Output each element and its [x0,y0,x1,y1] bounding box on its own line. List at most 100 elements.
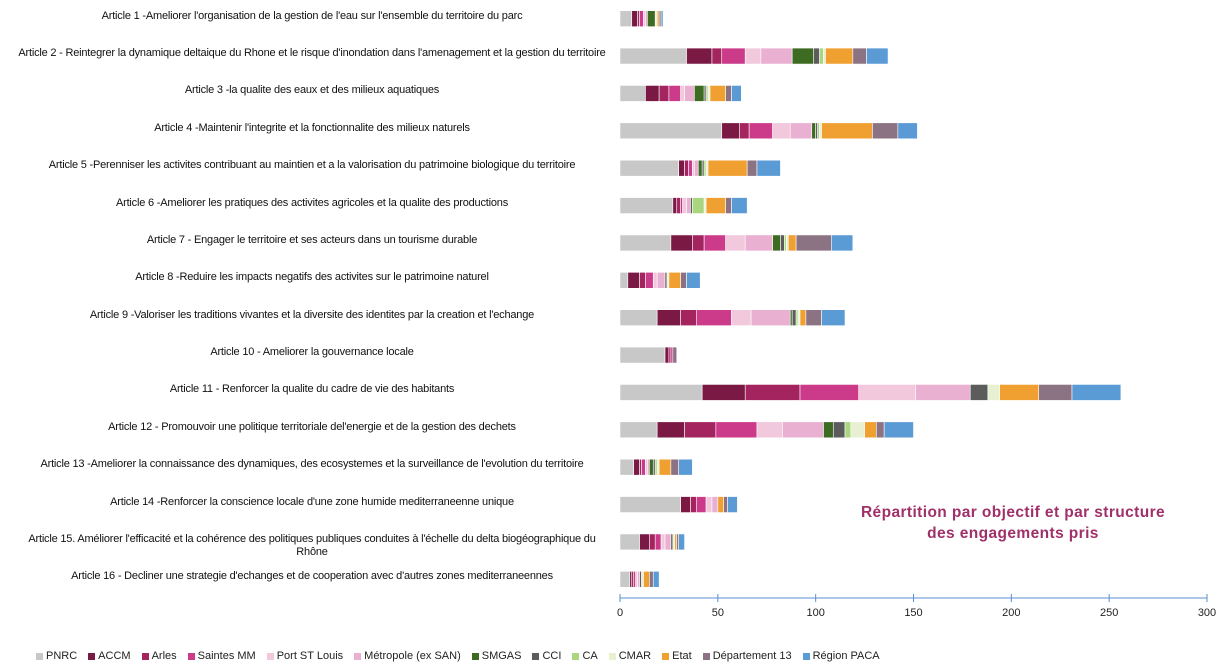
bar-segment [821,122,873,140]
bar-segment [676,197,681,214]
x-tick-label: 250 [1100,607,1118,619]
bar-segment [670,458,680,476]
bar-segment [658,458,672,476]
bar-segment [619,571,631,588]
bar-segment [821,309,846,326]
bar-segment [717,496,725,513]
bar-segment [664,346,670,364]
bar-segment [744,234,773,252]
category-label: Article 11 - Renforcer la qualite du cad… [169,383,455,396]
bar-segment [627,272,640,289]
bar-segment [727,496,738,513]
legend-swatch [532,652,540,660]
legend-item: Métropole (ex SAN) [354,650,461,662]
bar-segment [664,533,672,551]
bar-segment [694,85,705,102]
bar-segment [656,272,666,289]
bar-segment [1038,384,1073,401]
legend-item: CCI [532,650,561,662]
legend-item: Arles [141,650,177,662]
bar-segment [799,309,807,326]
legend-label: SMGAS [481,650,522,662]
category-label: Article 3 -la qualite des eaux et des mi… [184,84,440,97]
bar-segment [823,421,834,439]
legend-item: PNRC [36,650,77,662]
bar-segment [680,85,685,102]
bar-segment [825,47,854,65]
bar-segment [680,272,687,289]
bar-segment [711,47,723,65]
bar-segment [645,272,654,289]
category-label: Article 1 -Ameliorer l'organisation de l… [101,9,523,22]
bar-segment [866,47,889,65]
bar-segment [723,496,728,513]
bar-segment [678,458,693,476]
bar-segment [876,421,885,439]
bar-segment [1071,384,1122,401]
legend-swatch [36,652,43,660]
legend-swatch [608,652,616,660]
bar-segment [725,234,746,252]
bar-segment [864,421,877,439]
legend-item: CA [572,650,598,662]
bar-segment [619,197,674,214]
x-tick-label: 300 [1198,607,1216,619]
bar-segment [652,272,658,289]
bar-segment [709,85,726,102]
bar-segment [682,197,687,214]
bar-segment [684,421,717,439]
bar-segment [883,421,914,439]
bar-segment [645,85,660,102]
bar-segment [746,159,758,177]
legend-item: Saintes MM [187,650,256,662]
legend-item: SMGAS [471,650,522,662]
bar-segment [686,272,701,289]
bar-segment [649,571,654,588]
legend-item: Département 13 [702,650,792,662]
bar-segment [731,85,742,102]
bar-segment [707,159,748,177]
bar-segment [668,272,681,289]
bar-segment [789,122,813,140]
bar-segment [678,533,685,551]
bar-segment [660,10,664,27]
bar-segment [649,458,654,476]
bar-segment [684,85,695,102]
category-label: Article 5 -Perenniser les activites cont… [48,159,576,172]
bar-segment [701,384,746,401]
bar-segment [654,533,662,551]
bar-segment [805,309,822,326]
bar-segment [731,197,748,214]
x-tick-label: 150 [904,607,922,619]
bar-segment [703,234,726,252]
bar-segment [787,234,797,252]
bar-segment [858,384,916,401]
bar-segment [811,122,816,140]
bar-segment [782,421,824,439]
legend-swatch [354,652,362,660]
bar-segment [652,571,660,588]
legend-label: Département 13 [712,650,792,662]
bar-segment [739,122,750,140]
annotation: Répartition par objectif et par structur… [860,504,1166,542]
bar-segment [715,421,758,439]
category-label: Article 6 -Ameliorer les pratiques des a… [115,196,509,209]
legend-label: PNRC [46,650,78,662]
bar-segment [668,85,681,102]
legend-swatch [702,652,710,660]
legend-item: Etat [662,650,692,662]
bar-segment [791,309,797,326]
bar-segment [656,309,681,326]
legend-label: Région PACA [812,650,880,662]
legend-label: CA [582,650,598,662]
bar-segment [780,234,785,252]
x-tick-label: 0 [617,607,623,619]
legend-label: Métropole (ex SAN) [364,650,461,662]
bar-segment [760,47,793,65]
bar-segment [725,197,732,214]
bar-segment [680,496,691,513]
category-label: Article 15. Améliorer l'efficacité et la… [28,532,596,558]
bar-segment [633,458,640,476]
bar-segment [694,159,699,177]
bar-segment [690,496,697,513]
